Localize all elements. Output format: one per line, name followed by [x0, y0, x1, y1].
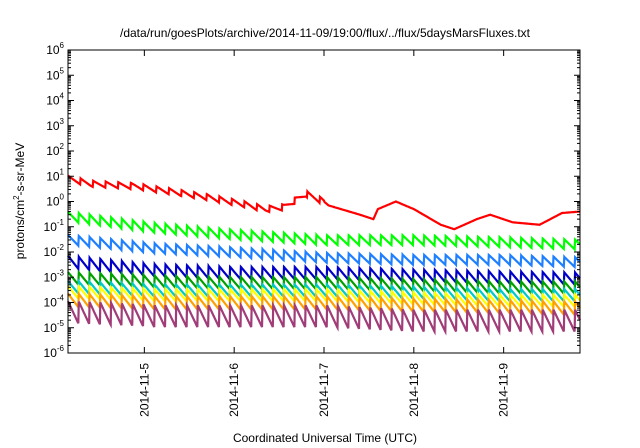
- y-tick-base: 10: [46, 144, 60, 158]
- y-tick-label: 102: [46, 142, 64, 158]
- y-axis-title-sup: 2: [12, 195, 21, 200]
- y-tick-base: 10: [44, 270, 58, 284]
- y-tick-base: 10: [46, 68, 60, 82]
- x-tick-label: 2014-11-7: [317, 363, 331, 417]
- x-axis: 2014-11-5 2014-11-6 2014-11-7 2014-11-8 2014…: [137, 50, 511, 417]
- y-tick-base: 10: [46, 169, 60, 183]
- y-tick-exp: 3: [60, 117, 65, 126]
- y-tick-exp: 6: [60, 41, 65, 50]
- y-tick-exp: 1: [60, 167, 65, 176]
- series-layer: [66, 174, 582, 336]
- x-axis-title: Coordinated Universal Time (UTC): [233, 431, 417, 445]
- x-tick-label: 2014-11-6: [227, 363, 241, 417]
- y-tick-label: 105: [46, 66, 64, 82]
- series-line-6: [67, 277, 581, 305]
- y-axis: 10610510410310210110010-110-210-310-410-…: [44, 41, 580, 360]
- series-line-5: [67, 269, 581, 297]
- x-tick-label: 2014-11-5: [137, 363, 151, 417]
- y-tick-base: 10: [44, 220, 58, 234]
- y-tick-exp: 2: [60, 142, 65, 151]
- y-tick-base: 10: [44, 296, 58, 310]
- series-line-4: [67, 253, 581, 288]
- x-tick-label: 2014-11-8: [407, 363, 421, 417]
- series-line-8: [67, 290, 581, 319]
- y-tick-label: 103: [46, 117, 64, 133]
- y-tick-exp: -3: [57, 268, 65, 277]
- x-tick-label: 2014-11-9: [497, 363, 511, 417]
- y-tick-exp: -1: [57, 218, 65, 227]
- y-tick-base: 10: [44, 321, 58, 335]
- y-tick-exp: 0: [60, 193, 65, 202]
- chart-title: /data/run/goesPlots/archive/2014-11-09/1…: [120, 26, 531, 40]
- y-tick-base: 10: [46, 94, 60, 108]
- y-tick-label: 10-6: [44, 344, 65, 360]
- y-tick-base: 10: [46, 195, 60, 209]
- y-axis-title-base: protons/cm: [13, 200, 27, 259]
- series-line-9: [66, 298, 582, 336]
- y-tick-exp: -5: [57, 319, 65, 328]
- y-tick-label: 10-1: [44, 218, 65, 234]
- y-tick-label: 10-2: [44, 243, 65, 259]
- series-line-1: [67, 174, 581, 231]
- y-tick-base: 10: [44, 245, 58, 259]
- y-tick-exp: -6: [57, 344, 65, 353]
- y-tick-label: 100: [46, 193, 64, 209]
- y-tick-label: 10-4: [44, 294, 65, 310]
- y-tick-label: 10-3: [44, 268, 65, 284]
- y-tick-exp: -4: [57, 294, 65, 303]
- y-tick-exp: 4: [60, 92, 65, 101]
- series-line-7: [67, 283, 581, 310]
- y-tick-label: 101: [46, 167, 64, 183]
- y-tick-base: 10: [46, 43, 60, 57]
- y-tick-label: 104: [46, 92, 64, 108]
- y-tick-base: 10: [46, 119, 60, 133]
- y-tick-exp: 5: [60, 66, 65, 75]
- y-tick-label: 106: [46, 41, 64, 57]
- y-tick-exp: -2: [57, 243, 65, 252]
- y-axis-title-rest: -s-sr-MeV: [13, 143, 27, 196]
- y-tick-base: 10: [44, 346, 58, 360]
- y-tick-label: 10-5: [44, 319, 65, 335]
- y-axis-title: protons/cm2-s-sr-MeV: [12, 143, 27, 259]
- series-line-3: [67, 233, 581, 270]
- series-line-2: [67, 210, 581, 253]
